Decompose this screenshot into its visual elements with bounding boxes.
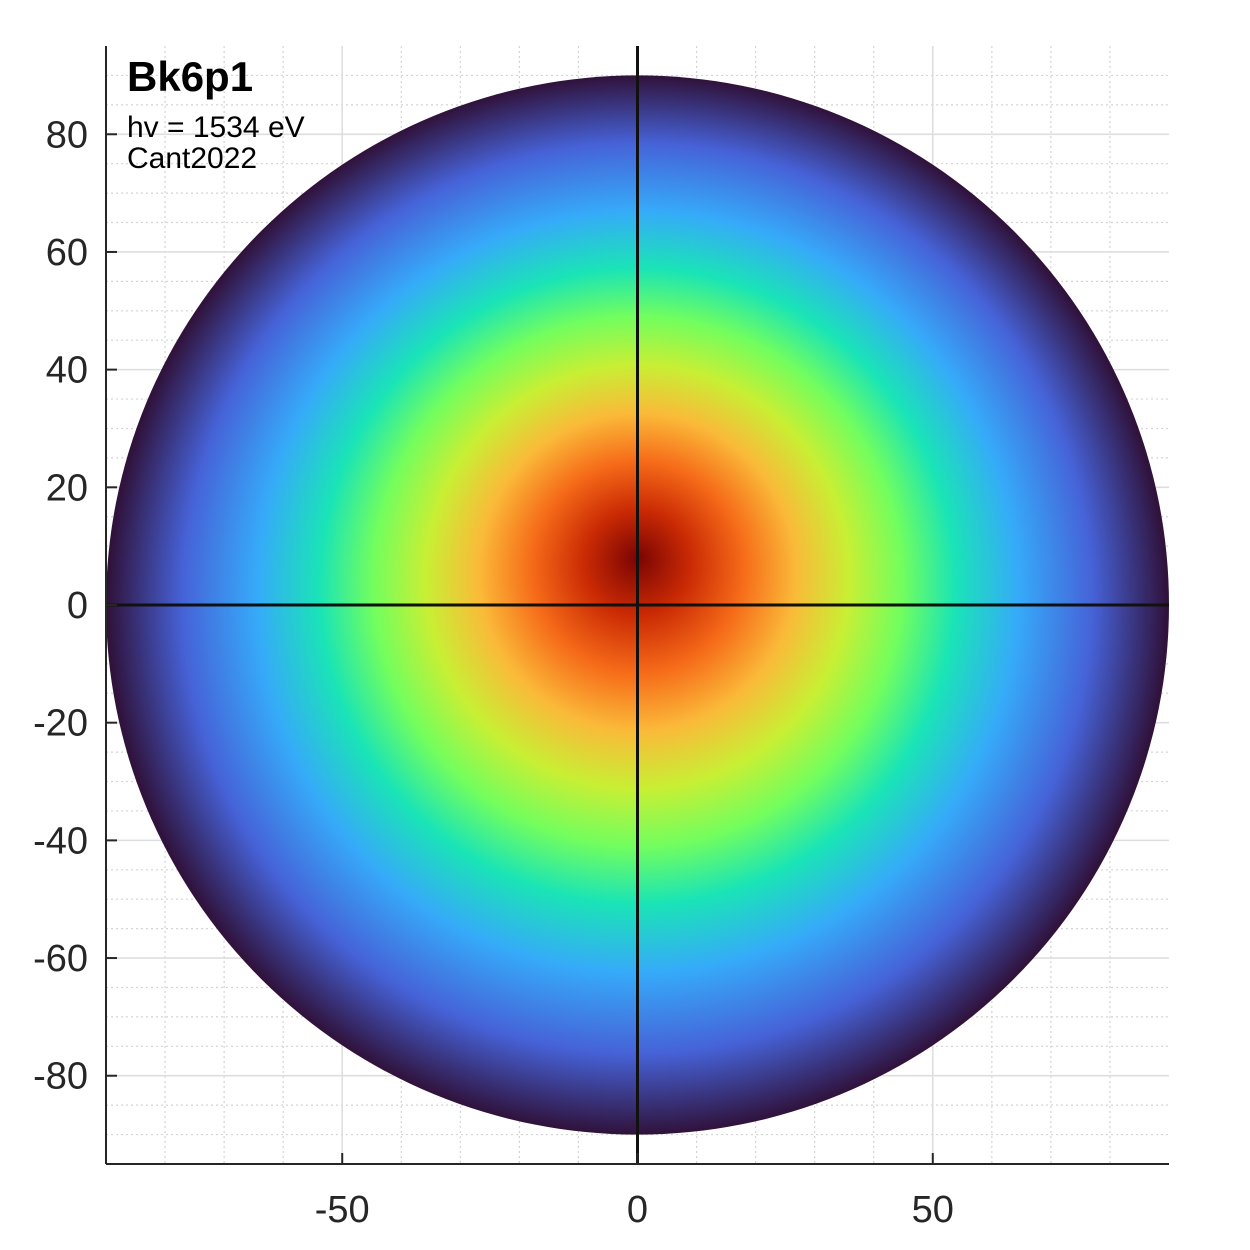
- annotation-text: Cant2022: [127, 142, 257, 175]
- x-tick-label: -50: [315, 1189, 370, 1231]
- y-tick-label: -20: [33, 703, 88, 745]
- y-tick-label: 40: [46, 350, 88, 392]
- crosshair: [106, 46, 1169, 1164]
- chart-title: Bk6p1: [127, 53, 253, 100]
- y-tick-label: -80: [33, 1056, 88, 1098]
- y-tick-label: 20: [46, 467, 88, 509]
- y-tick-label: 80: [46, 114, 88, 156]
- y-tick-label: 0: [67, 585, 88, 627]
- y-tick-label: 60: [46, 232, 88, 274]
- y-tick-label: -60: [33, 938, 88, 980]
- annotation-text: hv = 1534 eV: [127, 111, 305, 144]
- y-tick-label: -40: [33, 820, 88, 862]
- y-axis-ticks: 80 60 40 20 0 -20 -40 -60 -80: [33, 114, 117, 1098]
- x-axis-ticks: -50 0 50: [315, 1153, 954, 1231]
- x-tick-label: 0: [627, 1189, 648, 1231]
- x-tick-label: 50: [912, 1189, 954, 1231]
